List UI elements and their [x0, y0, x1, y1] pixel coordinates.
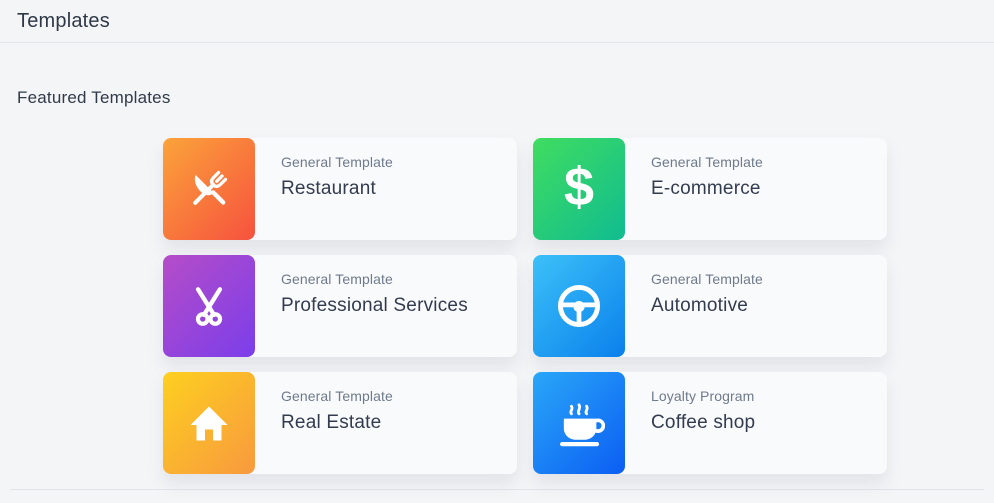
- template-name: E-commerce: [651, 178, 761, 199]
- bottom-divider: [10, 489, 984, 490]
- dollar-icon: $: [533, 138, 625, 240]
- template-category: General Template: [651, 154, 763, 170]
- template-category: Loyalty Program: [651, 388, 755, 404]
- page-header: Templates: [0, 0, 994, 43]
- template-name: Coffee shop: [651, 412, 756, 433]
- card-text: General Template Restaurant: [255, 138, 393, 240]
- template-category: General Template: [281, 271, 393, 287]
- template-category: General Template: [281, 154, 393, 170]
- coffee-cup-icon: [533, 372, 625, 474]
- steering-wheel-icon: [533, 255, 625, 357]
- template-name: Restaurant: [281, 178, 376, 199]
- template-card-real-estate[interactable]: General Template Real Estate: [163, 372, 517, 474]
- restaurant-utensils-icon: [163, 138, 255, 240]
- section-heading: Featured Templates: [17, 88, 171, 107]
- template-name: Automotive: [651, 295, 749, 316]
- template-category: General Template: [281, 388, 393, 404]
- template-card-restaurant[interactable]: General Template Restaurant: [163, 138, 517, 240]
- dollar-glyph: $: [563, 157, 595, 217]
- house-icon: [163, 372, 255, 474]
- template-name: Real Estate: [281, 412, 382, 433]
- scissors-icon: [163, 255, 255, 357]
- card-text: General Template Real Estate: [255, 372, 393, 474]
- template-card-professional-services[interactable]: General Template Professional Services: [163, 255, 517, 357]
- card-text: General Template Automotive: [625, 255, 763, 357]
- page-title: Templates: [17, 9, 110, 32]
- template-name: Professional Services: [281, 295, 468, 316]
- featured-templates-grid: General Template Restaurant $ General Te…: [163, 138, 887, 474]
- card-text: General Template E-commerce: [625, 138, 763, 240]
- template-card-automotive[interactable]: General Template Automotive: [533, 255, 887, 357]
- card-text: Loyalty Program Coffee shop: [625, 372, 755, 474]
- template-card-ecommerce[interactable]: $ General Template E-commerce: [533, 138, 887, 240]
- template-category: General Template: [651, 271, 763, 287]
- template-card-coffee-shop[interactable]: Loyalty Program Coffee shop: [533, 372, 887, 474]
- card-text: General Template Professional Services: [255, 255, 468, 357]
